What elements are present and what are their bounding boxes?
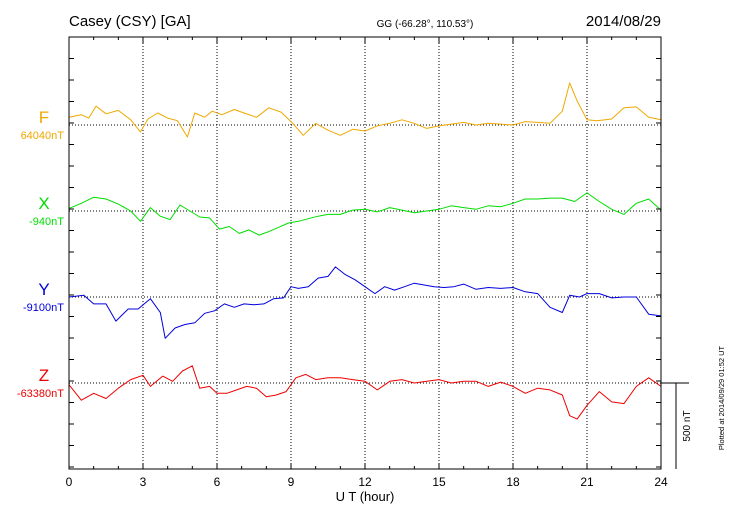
date-label: 2014/08/29 <box>586 13 661 30</box>
x-tick-label: 24 <box>654 475 668 489</box>
x-tick-label: 21 <box>580 475 594 489</box>
grid <box>69 37 661 469</box>
geographic-coordinates: GG (-66.28°, 110.53°) <box>377 19 474 30</box>
x-tick-label: 9 <box>288 475 295 489</box>
scale-bar-label: 500 nT <box>682 410 693 441</box>
component-z-label: Z <box>39 366 49 385</box>
x-tick-labels: 0 3 6 9 12 15 18 21 24 <box>66 475 668 489</box>
component-x-label: X <box>38 194 49 213</box>
component-x-baseline: -940nT <box>29 216 64 228</box>
component-f-baseline: 64040nT <box>21 130 65 142</box>
x-tick-label: 18 <box>506 475 520 489</box>
component-f-label: F <box>39 108 49 127</box>
trace-y <box>68 266 662 339</box>
x-tick-label: 3 <box>140 475 147 489</box>
station-title: Casey (CSY) [GA] <box>69 13 191 30</box>
component-z-baseline: -63380nT <box>17 388 64 400</box>
axis-ticks <box>68 37 662 469</box>
component-y-label: Y <box>38 280 49 299</box>
x-tick-label: 6 <box>214 475 221 489</box>
plotted-timestamp: Plotted at 2014/09/29 01:52 UT <box>717 345 726 450</box>
traces <box>68 82 662 420</box>
trace-f <box>68 82 662 138</box>
component-labels: F 64040nT X -940nT Y -9100nT Z -63380nT <box>17 108 64 400</box>
x-axis-label: U T (hour) <box>336 489 395 504</box>
component-y-baseline: -9100nT <box>23 302 64 314</box>
x-tick-label: 12 <box>358 475 372 489</box>
scale-bar: 500 nT <box>661 382 693 469</box>
x-tick-label: 0 <box>66 475 73 489</box>
trace-z <box>68 365 662 420</box>
x-tick-label: 15 <box>432 475 446 489</box>
trace-x <box>68 192 662 236</box>
